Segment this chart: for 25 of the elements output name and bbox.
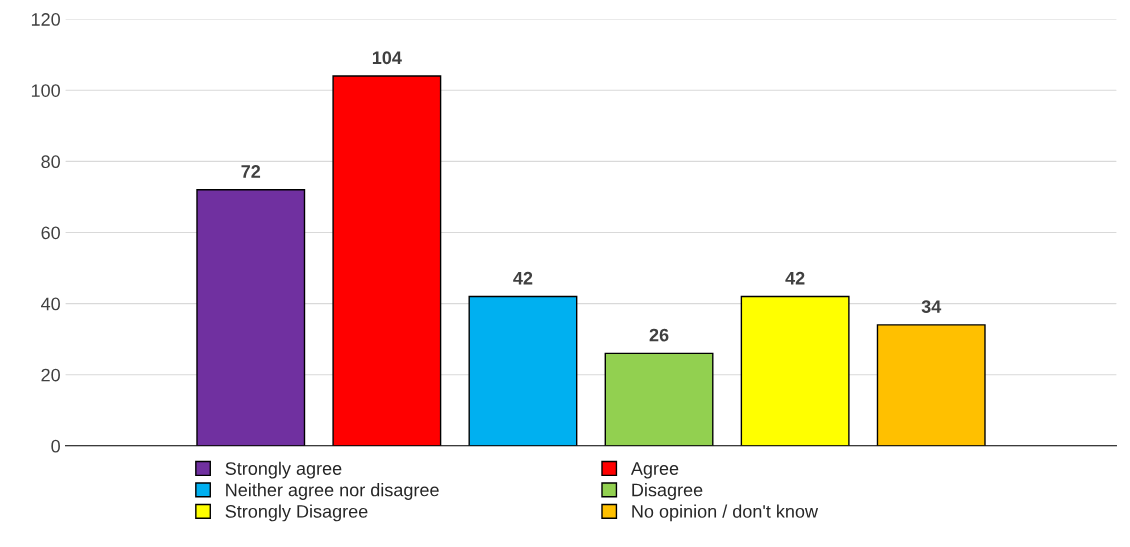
legend-label: Agree (630, 462, 679, 479)
y-tick-label: 100 (31, 84, 60, 97)
bar (468, 295, 578, 446)
data-label: 104 (372, 51, 402, 65)
bar (740, 295, 850, 446)
bar (196, 189, 306, 446)
data-label: 26 (649, 328, 669, 342)
y-tick-label: 80 (41, 155, 60, 169)
legend-label: Strongly Disagree (225, 504, 368, 522)
y-tick-label: 0 (51, 439, 60, 453)
y-tick-label: 40 (41, 297, 60, 311)
y-tick-label: 20 (41, 368, 60, 382)
bar (332, 75, 442, 446)
legend-label: Neither agree nor disagree (226, 483, 439, 500)
data-label: 34 (921, 300, 942, 314)
legend-label: Strongly agree (225, 461, 342, 479)
data-label: 72 (241, 165, 261, 178)
legend-label: Disagree (632, 483, 703, 500)
y-tick-label: 120 (31, 13, 60, 26)
data-label: 42 (785, 271, 805, 285)
y-tick-label: 60 (41, 226, 60, 240)
data-label: 42 (513, 271, 533, 285)
bar (876, 324, 986, 446)
legend-label: No opinion / don't know (632, 504, 819, 522)
bar (604, 352, 714, 446)
